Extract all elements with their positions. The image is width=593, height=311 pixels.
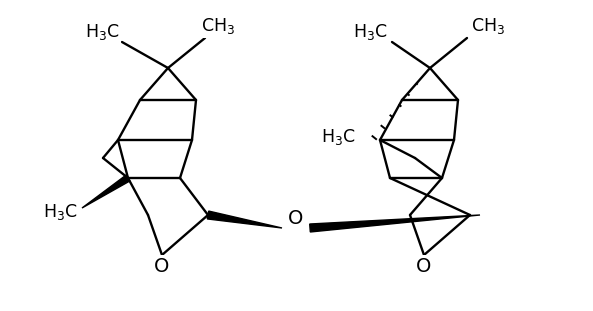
Text: $\mathregular{CH_3}$: $\mathregular{CH_3}$	[201, 16, 235, 36]
Polygon shape	[82, 175, 130, 208]
Polygon shape	[310, 215, 480, 232]
Text: $\mathregular{H_3C}$: $\mathregular{H_3C}$	[321, 127, 355, 147]
Text: O: O	[154, 257, 170, 276]
Text: $\mathregular{CH_3}$: $\mathregular{CH_3}$	[471, 16, 505, 36]
Text: $\mathregular{H_3C}$: $\mathregular{H_3C}$	[43, 202, 77, 222]
Text: $\mathregular{H_3C}$: $\mathregular{H_3C}$	[85, 22, 119, 42]
Text: $\mathregular{H_3C}$: $\mathregular{H_3C}$	[353, 22, 387, 42]
Text: O: O	[416, 257, 432, 276]
Polygon shape	[208, 211, 282, 228]
Text: O: O	[288, 210, 304, 229]
